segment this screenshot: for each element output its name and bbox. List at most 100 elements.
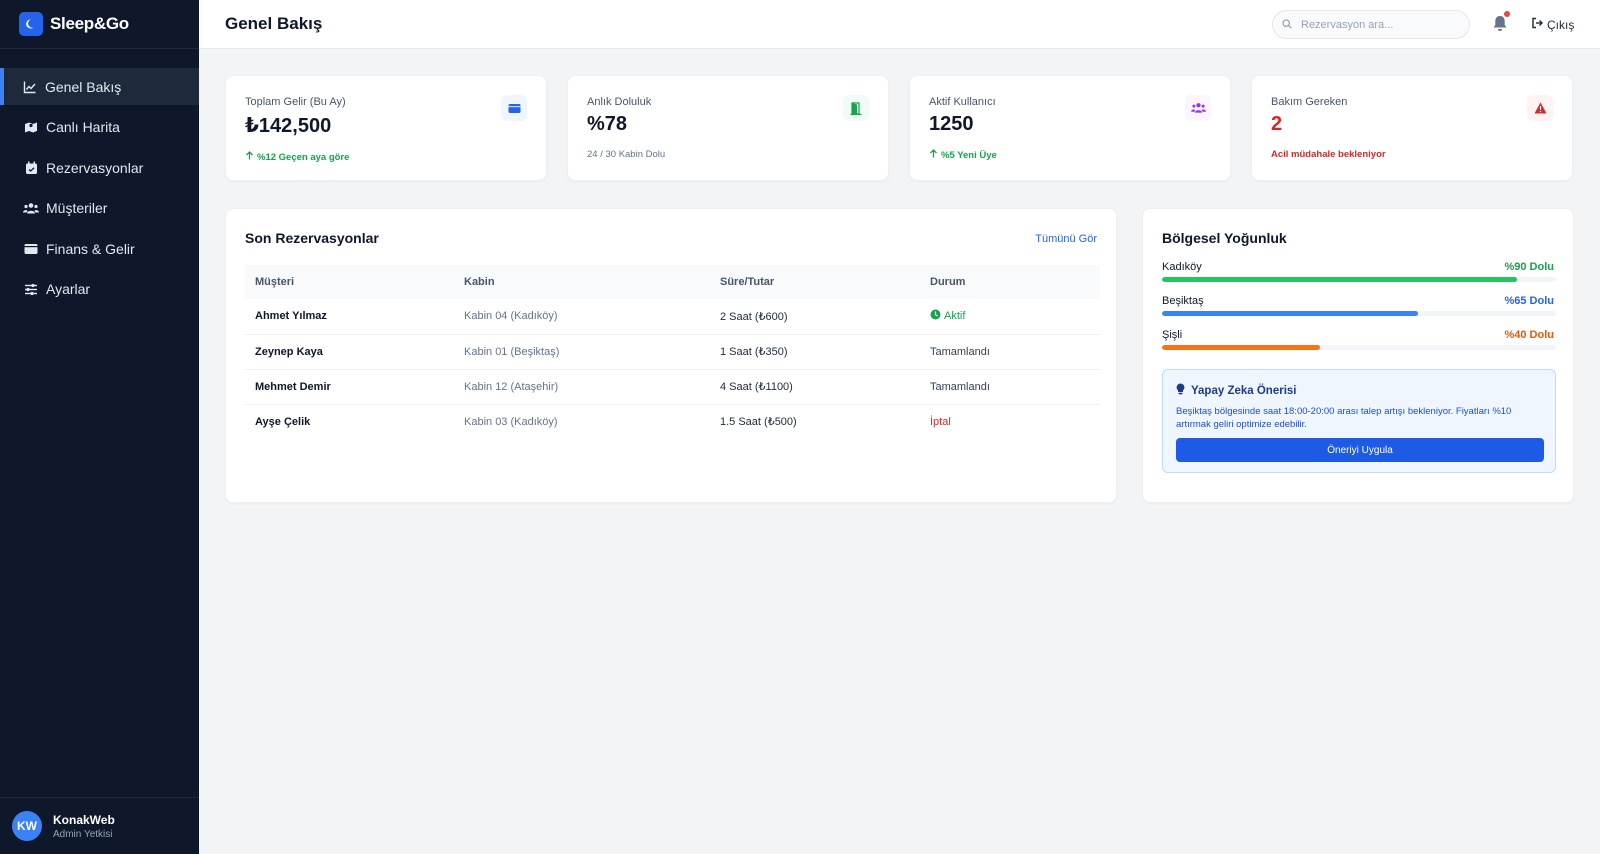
duration-cell: 1.5 Saat (₺500) (720, 416, 797, 429)
apply-suggestion-button[interactable]: Öneriyi Uygula (1176, 438, 1544, 462)
user-profile[interactable]: KW KonakWeb Admin Yetkisi (0, 797, 199, 854)
status-badge: Aktif (930, 309, 965, 323)
stat-label: Aktif Kullanıcı (929, 96, 996, 108)
sidebar-item-label: Finans & Gelir (46, 240, 135, 257)
cabin-cell: Kabin 04 (Kadıköy) (454, 299, 710, 335)
user-role: Admin Yetkisi (53, 828, 113, 840)
ai-suggestion-text: Beşiktaş bölgesinde saat 18:00-20:00 ara… (1176, 406, 1512, 430)
warning-icon (1527, 95, 1553, 121)
ai-suggestion-title: Yapay Zeka Önerisi (1176, 383, 1542, 398)
users-icon (23, 200, 39, 216)
stat-card-maintenance: Bakım Gereken 2 Acil müdahale bekleniyor (1251, 75, 1573, 181)
reservations-table: Müşteri Kabin Süre/Tutar Durum Ahmet Yıl… (245, 265, 1100, 439)
column-header: Kabin (464, 276, 495, 288)
search-box (1272, 10, 1470, 39)
cabin-cell: Kabin 01 (Beşiktaş) (454, 334, 710, 370)
region-besiktas: Beşiktaş %65 Dolu (1162, 295, 1556, 316)
logout-label: Çıkış (1547, 17, 1575, 32)
card-title: Son Rezervasyonlar (245, 230, 379, 246)
cabin-cell: Kabin 12 (Ataşehir) (454, 369, 710, 405)
stat-note: Acil müdahale bekleniyor (1271, 149, 1386, 160)
recent-reservations-card: Son Rezervasyonlar Tümünü Gör Müşteri Ka… (225, 208, 1117, 503)
arrow-up-icon (929, 149, 938, 161)
table-row[interactable]: Mehmet Demir Kabin 12 (Ataşehir) 4 Saat … (245, 369, 1100, 405)
stat-note-text: %5 Yeni Üye (941, 149, 997, 161)
users-icon (1185, 95, 1211, 121)
door-icon (843, 95, 869, 121)
customer-cell: Ahmet Yılmaz (245, 299, 454, 335)
sidebar-item-live-map[interactable]: Canlı Harita (0, 109, 199, 146)
clock-icon (930, 309, 941, 323)
status-text: Aktif (944, 310, 966, 323)
sidebar-item-finance[interactable]: Finans & Gelir (0, 230, 199, 267)
status-cell: İptal (920, 404, 1100, 439)
brand[interactable]: Sleep&Go (0, 0, 199, 49)
notification-dot (1504, 11, 1510, 17)
sidebar-item-reservations[interactable]: Rezervasyonlar (0, 149, 199, 186)
sidebar-item-label: Müşteriler (46, 200, 108, 216)
logout-icon (1531, 17, 1543, 32)
region-progress-fill (1162, 311, 1419, 316)
stat-note: 24 / 30 Kabin Dolu (587, 149, 666, 160)
avatar: KW (12, 811, 42, 841)
region-progress-fill (1162, 345, 1320, 350)
notifications-button[interactable] (1492, 11, 1510, 36)
wallet-icon (23, 241, 39, 257)
chart-line-icon (22, 79, 38, 95)
map-icon (23, 119, 39, 135)
sidebar-item-label: Genel Bakış (45, 78, 122, 95)
duration-cell: 4 Saat (₺1100) (710, 369, 920, 405)
column-header: Müşteri (255, 276, 295, 288)
sidebar-item-label: Rezervasyonlar (46, 159, 144, 176)
region-progress-bar (1162, 345, 1556, 350)
search-input[interactable] (1301, 18, 1451, 31)
table-row[interactable]: Ayşe Çelik Kabin 03 (Kadıköy) 1.5 Saat (… (245, 404, 1100, 439)
region-sisli: Şişli %40 Dolu (1162, 329, 1556, 350)
card-title: Bölgesel Yoğunluk (1162, 230, 1287, 246)
stat-card-occupancy: Anlık Doluluk %78 24 / 30 Kabin Dolu (567, 75, 889, 181)
duration-cell: 1 Saat (₺350) (710, 334, 920, 370)
logout-button[interactable]: Çıkış (1531, 17, 1574, 32)
status-badge: Tamamlandı (930, 380, 990, 393)
top-header: Genel Bakış Çıkış (199, 0, 1600, 49)
ai-suggestion-box: Yapay Zeka Önerisi Beşiktaş bölgesinde s… (1162, 369, 1556, 473)
sidebar: Sleep&Go Genel Bakış Canlı Harita Rezerv… (0, 0, 199, 854)
table-row[interactable]: Ahmet Yılmaz Kabin 04 (Kadıköy) 2 Saat (… (245, 299, 1100, 335)
sidebar-item-customers[interactable]: Müşteriler (0, 190, 199, 227)
status-cell: Tamamlandı (920, 334, 1100, 370)
customer-cell: Zeynep Kaya (245, 334, 454, 370)
stat-label: Bakım Gereken (1271, 96, 1348, 108)
sidebar-item-settings[interactable]: Ayarlar (0, 271, 199, 308)
stat-value: 2 (1271, 113, 1283, 135)
cabin-cell: Kabin 03 (Kadıköy) (464, 415, 558, 428)
user-name: KonakWeb (53, 812, 115, 827)
view-all-link[interactable]: Tümünü Gör (1035, 233, 1097, 245)
region-name: Şişli (1162, 329, 1183, 341)
ai-title-text: Yapay Zeka Önerisi (1191, 384, 1297, 397)
region-value: %40 Dolu (1504, 329, 1554, 341)
wallet-icon (501, 95, 527, 121)
stat-card-active-users: Aktif Kullanıcı 1250 %5 Yeni Üye (909, 75, 1231, 181)
bell-icon (1492, 16, 1508, 36)
stat-note: %5 Yeni Üye (929, 149, 1211, 161)
table-header-row: Müşteri Kabin Süre/Tutar Durum (245, 265, 1100, 299)
stat-label: Anlık Doluluk (587, 96, 652, 108)
regional-density-card: Bölgesel Yoğunluk Kadıköy %90 Dolu Beşik… (1142, 208, 1574, 503)
column-header: Süre/Tutar (720, 276, 775, 288)
region-progress-fill (1162, 277, 1517, 282)
moon-icon (19, 12, 43, 36)
region-name: Kadıköy (1162, 261, 1202, 273)
customer-cell: Ayşe Çelik (255, 415, 311, 428)
lightbulb-icon (1176, 383, 1185, 398)
sidebar-item-overview[interactable]: Genel Bakış (0, 68, 199, 105)
stat-value: ₺142,500 (245, 115, 332, 137)
stat-label: Toplam Gelir (Bu Ay) (245, 96, 346, 108)
search-icon (1282, 16, 1292, 34)
calendar-icon (23, 160, 39, 176)
sidebar-item-label: Canlı Harita (46, 119, 120, 135)
sidebar-item-label: Ayarlar (46, 281, 91, 297)
region-value: %90 Dolu (1504, 261, 1554, 273)
table-row[interactable]: Zeynep Kaya Kabin 01 (Beşiktaş) 1 Saat (… (245, 334, 1100, 370)
sidebar-nav: Genel Bakış Canlı Harita Rezervasyonlar … (0, 68, 199, 308)
region-kadikoy: Kadıköy %90 Dolu (1162, 261, 1556, 282)
